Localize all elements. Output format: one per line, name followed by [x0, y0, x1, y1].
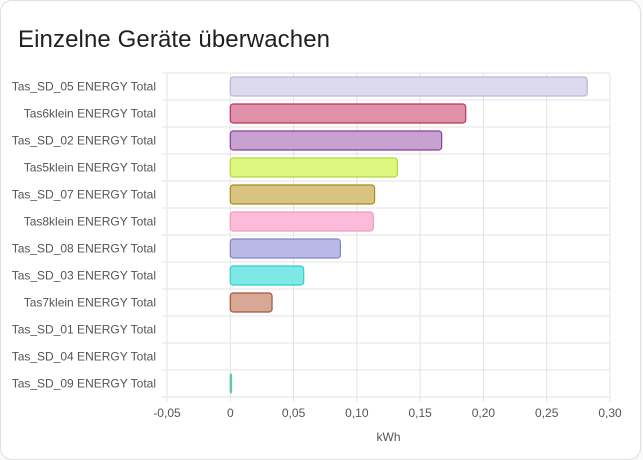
bar[interactable] — [229, 373, 233, 394]
x-tick-label: 0 — [227, 406, 234, 420]
x-tick-label: -0,05 — [153, 406, 181, 420]
chart-bars — [229, 76, 588, 394]
y-tick-label: Tas_SD_04 ENERGY Total — [12, 350, 156, 364]
x-tick-label: 0,05 — [282, 406, 306, 420]
y-tick-label: Tas_SD_01 ENERGY Total — [12, 323, 156, 337]
x-tick-label: 0,10 — [345, 406, 369, 420]
x-tick-label: 0,30 — [598, 406, 622, 420]
bar[interactable] — [229, 184, 376, 205]
y-tick-label: Tas_SD_07 ENERGY Total — [12, 188, 156, 202]
x-tick-label: 0,15 — [408, 406, 432, 420]
y-tick-label: Tas7klein ENERGY Total — [24, 296, 156, 310]
bar[interactable] — [229, 103, 467, 124]
bar[interactable] — [229, 130, 443, 151]
bar[interactable] — [229, 292, 273, 313]
x-tick-label: 0,25 — [535, 406, 559, 420]
y-tick-label: Tas_SD_05 ENERGY Total — [12, 80, 156, 94]
y-tick-label: Tas_SD_08 ENERGY Total — [12, 242, 156, 256]
card-title: Einzelne Geräte überwachen — [18, 26, 331, 53]
bar[interactable] — [229, 211, 374, 232]
bar[interactable] — [229, 238, 342, 259]
chart-grid — [162, 72, 611, 402]
x-axis-title: kWh — [377, 430, 401, 444]
y-tick-label: Tas5klein ENERGY Total — [24, 161, 156, 175]
bar[interactable] — [229, 76, 588, 97]
y-tick-label: Tas8klein ENERGY Total — [24, 215, 156, 229]
bar[interactable] — [229, 157, 398, 178]
y-tick-label: Tas6klein ENERGY Total — [24, 107, 156, 121]
x-axis-labels: -0,05 0 0,05 0,10 0,15 0,20 0,25 0,30 — [153, 406, 622, 420]
y-tick-label: Tas_SD_09 ENERGY Total — [12, 377, 156, 391]
y-tick-label: Tas_SD_02 ENERGY Total — [12, 134, 156, 148]
y-axis-labels: Tas_SD_05 ENERGY Total Tas6klein ENERGY T… — [12, 80, 156, 391]
x-tick-label: 0,20 — [472, 406, 496, 420]
y-tick-label: Tas_SD_03 ENERGY Total — [12, 269, 156, 283]
bar[interactable] — [229, 265, 305, 286]
